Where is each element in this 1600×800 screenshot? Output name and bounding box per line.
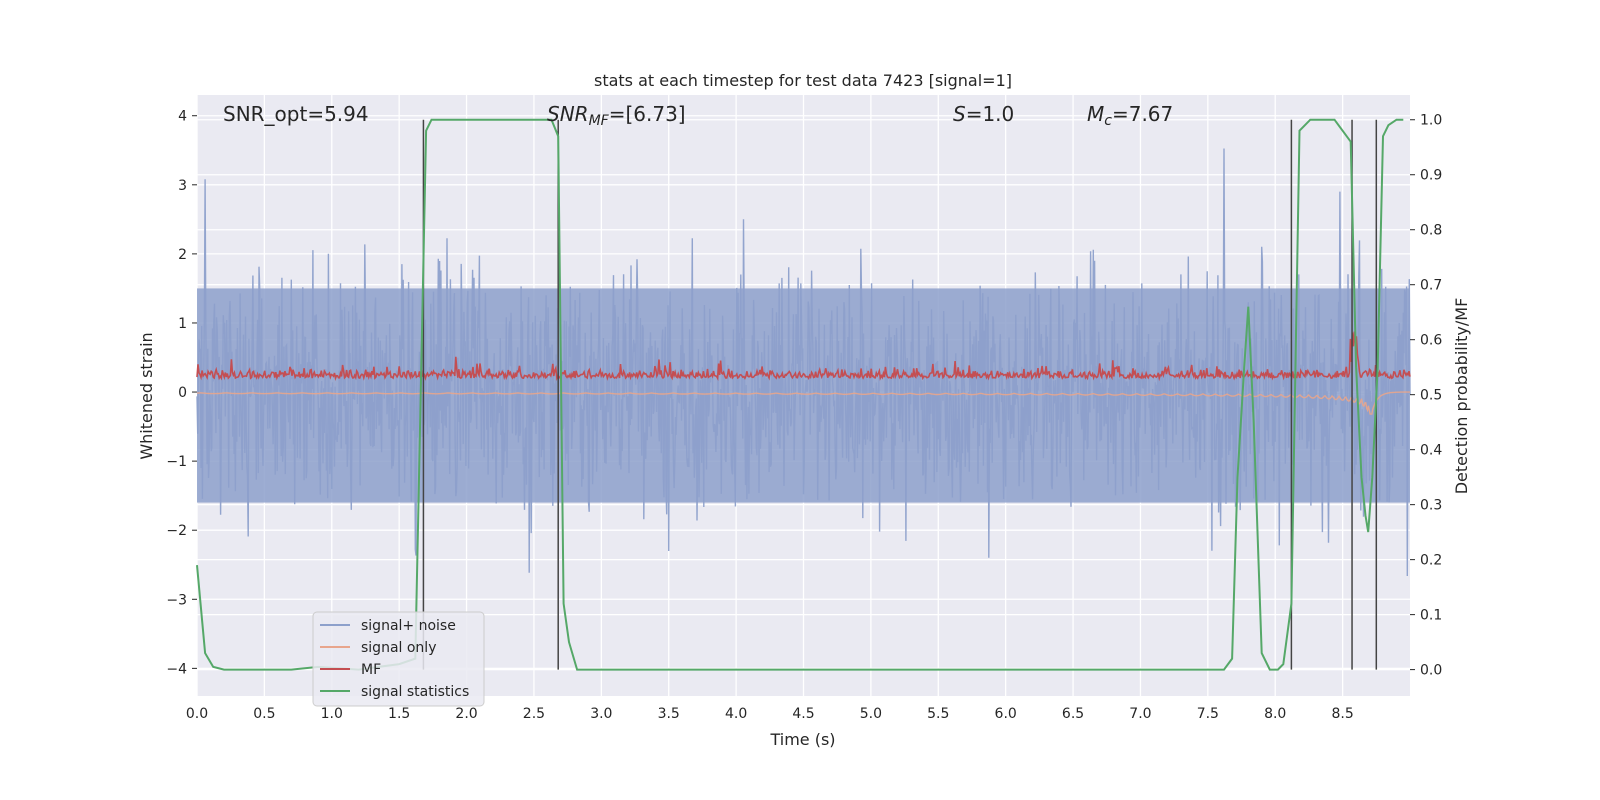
- x-tick-label: 4.0: [725, 706, 747, 722]
- y-left-tick-label: 0: [178, 385, 187, 401]
- mf-line: [196, 331, 1411, 382]
- signal-noise-core: [197, 288, 1410, 503]
- x-tick-label: 5.0: [860, 706, 882, 722]
- x-tick-label: 6.5: [1062, 706, 1084, 722]
- x-tick-label: 5.5: [927, 706, 949, 722]
- y-right-tick-label: 0.5: [1420, 388, 1442, 404]
- y-left-tick-label: 1: [178, 316, 187, 332]
- y-left-tick-label: −2: [166, 523, 187, 539]
- x-tick-label: 7.5: [1197, 706, 1219, 722]
- y-right-tick-label: 1.0: [1420, 113, 1442, 129]
- x-tick-label: 7.0: [1129, 706, 1151, 722]
- y-right-tick-label: 0.9: [1420, 168, 1442, 184]
- series-mf: [196, 331, 1411, 382]
- y-left-tick-label: 3: [178, 178, 187, 194]
- signal-only-line: [197, 391, 1410, 415]
- annotation-snr-mf-sub: MF: [589, 113, 610, 129]
- legend-label-signal-noise: signal+ noise: [361, 618, 456, 634]
- x-tick-label: 1.5: [388, 706, 410, 722]
- x-tick-label: 3.0: [590, 706, 612, 722]
- annotation-s: S=1.0: [953, 102, 1014, 126]
- y-axis-label-left: Whitened strain: [137, 332, 156, 459]
- x-tick-label: 2.0: [455, 706, 477, 722]
- x-tick-labels: 0.0 0.5 1.0 1.5 2.0 2.5 3.0 3.5 4.0 4.5 5.0 5.5 6.0 6…: [186, 706, 1354, 722]
- x-tick-label: 4.5: [792, 706, 814, 722]
- x-tick-label: 8.0: [1264, 706, 1286, 722]
- annotation-snr-opt: SNR_opt=5.94: [223, 102, 369, 126]
- y-right-tick-label: 0.6: [1420, 333, 1442, 349]
- annotation-snr-mf-main: SNR: [547, 102, 589, 126]
- y-right-tick-label: 0.8: [1420, 223, 1442, 239]
- legend-box: [312, 611, 485, 707]
- y-left-tick-label: −3: [166, 592, 187, 608]
- annotation-s-value: =1.0: [966, 102, 1015, 126]
- legend-label-signal-statistics: signal statistics: [361, 684, 469, 700]
- series-signal-only: [197, 391, 1410, 415]
- y-left-tick-label: −4: [166, 661, 187, 677]
- y-right-tick-label: 0.0: [1420, 663, 1442, 679]
- annotation-snr-mf-value: =[6.73]: [609, 102, 686, 126]
- annotation-mc: Mc=7.67: [1087, 102, 1173, 129]
- annotation-mc-sub: c: [1104, 113, 1112, 129]
- y-left-tick-label: 4: [178, 109, 187, 125]
- annotation-mc-main: M: [1087, 102, 1104, 126]
- x-tick-label: 2.5: [523, 706, 545, 722]
- legend-label-mf: MF: [361, 662, 381, 678]
- y-axis-label-right: Detection probability/MF: [1452, 298, 1471, 495]
- annotation-s-symbol: S: [953, 102, 966, 126]
- x-tick-label: 0.5: [253, 706, 275, 722]
- x-axis-label: Time (s): [769, 730, 835, 749]
- x-tick-label: 3.5: [658, 706, 680, 722]
- annotation-snr-mf: SNRMF=[6.73]: [547, 102, 686, 129]
- y-right-tick-label: 0.4: [1420, 443, 1442, 459]
- annotation-mc-value: =7.67: [1112, 102, 1173, 126]
- x-tick-label: 8.5: [1331, 706, 1353, 722]
- legend: signal+ noise signal only MF signal stat…: [312, 611, 485, 707]
- y-right-tick-label: 0.3: [1420, 498, 1442, 514]
- y-right-tick-labels: 1.0 0.9 0.8 0.7 0.6 0.5 0.4 0.3 0.2 0.1 0.0: [1410, 113, 1442, 679]
- y-left-tick-labels: 4 3 2 1 0 −1 −2 −3 −4: [166, 109, 197, 677]
- y-left-tick-label: −1: [166, 454, 187, 470]
- y-right-tick-label: 0.1: [1420, 608, 1442, 624]
- chart-title: stats at each timestep for test data 742…: [594, 71, 1012, 90]
- legend-label-signal-only: signal only: [361, 640, 436, 656]
- y-right-tick-label: 0.7: [1420, 278, 1442, 294]
- x-tick-label: 0.0: [186, 706, 208, 722]
- x-tick-label: 6.0: [995, 706, 1017, 722]
- x-tick-label: 1.0: [321, 706, 343, 722]
- y-right-tick-label: 0.2: [1420, 553, 1442, 569]
- y-left-tick-label: 2: [178, 247, 187, 263]
